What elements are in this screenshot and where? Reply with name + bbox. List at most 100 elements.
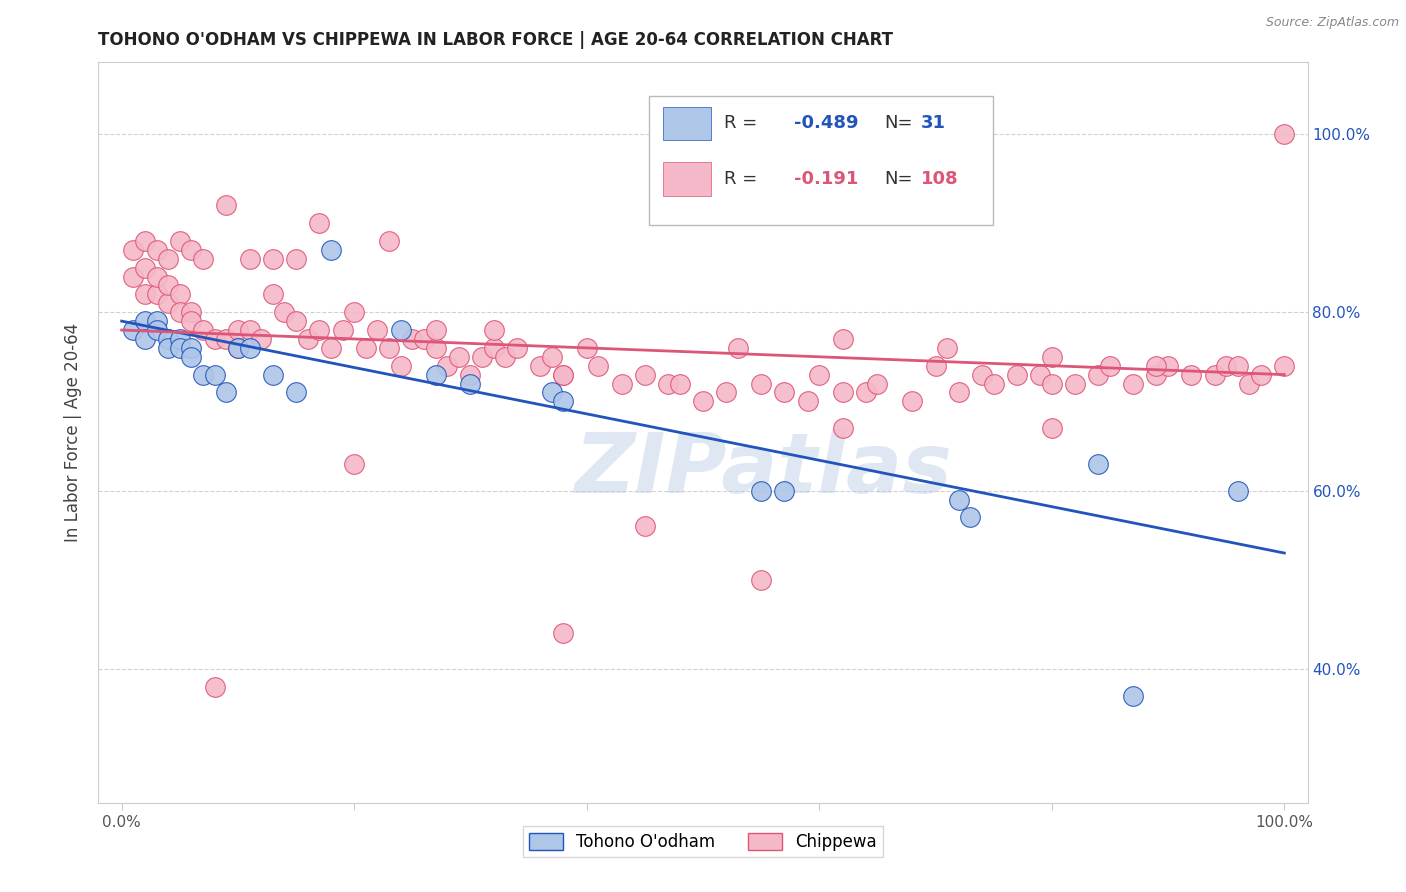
Point [308, 216, 330, 230]
Point [436, 359, 458, 373]
Point [262, 368, 284, 382]
Point [855, 385, 877, 400]
Point [343, 457, 366, 471]
Point [1180, 368, 1202, 382]
Text: R =: R = [724, 169, 768, 187]
Point [169, 287, 191, 301]
Text: -0.191: -0.191 [793, 169, 858, 187]
Point [610, 376, 633, 391]
Point [1226, 359, 1249, 373]
Point [285, 252, 308, 266]
Point [157, 341, 180, 355]
Point [145, 269, 167, 284]
Point [134, 234, 156, 248]
Point [471, 350, 494, 364]
Point [389, 359, 412, 373]
Point [970, 368, 993, 382]
Point [506, 341, 529, 355]
Point [540, 385, 562, 400]
Text: 108: 108 [921, 169, 959, 187]
Point [553, 394, 575, 409]
Point [389, 323, 412, 337]
Point [250, 332, 273, 346]
Point [983, 376, 1005, 391]
Point [1226, 483, 1249, 498]
Point [1005, 368, 1028, 382]
Point [145, 287, 167, 301]
Point [378, 234, 401, 248]
Point [1064, 376, 1087, 391]
Point [191, 368, 214, 382]
Point [634, 519, 657, 533]
Point [343, 305, 366, 319]
Point [134, 314, 156, 328]
Point [366, 323, 388, 337]
Point [180, 243, 202, 257]
Point [540, 350, 562, 364]
Point [948, 492, 970, 507]
Point [1144, 359, 1167, 373]
Point [169, 305, 191, 319]
Point [959, 510, 981, 524]
Point [1144, 368, 1167, 382]
Point [425, 323, 447, 337]
Point [204, 680, 226, 694]
Point [297, 332, 319, 346]
Point [553, 368, 575, 382]
Point [749, 376, 772, 391]
Point [749, 573, 772, 587]
Point [1122, 376, 1144, 391]
Point [494, 350, 516, 364]
Point [1272, 359, 1295, 373]
Point [239, 341, 262, 355]
Point [796, 394, 818, 409]
Point [145, 314, 167, 328]
Point [924, 359, 946, 373]
Point [145, 243, 167, 257]
Point [553, 368, 575, 382]
Point [773, 385, 796, 400]
Point [157, 332, 180, 346]
Point [425, 341, 447, 355]
Point [1272, 127, 1295, 141]
Text: Source: ZipAtlas.com: Source: ZipAtlas.com [1265, 16, 1399, 29]
Point [1250, 368, 1272, 382]
Point [716, 385, 738, 400]
Point [157, 252, 180, 266]
Point [262, 287, 284, 301]
Point [460, 368, 482, 382]
Point [122, 323, 145, 337]
Point [180, 350, 202, 364]
Point [831, 421, 853, 435]
Point [460, 376, 482, 391]
Point [866, 376, 889, 391]
Point [215, 385, 238, 400]
Point [447, 350, 470, 364]
Point [180, 314, 202, 328]
Point [808, 368, 831, 382]
Point [529, 359, 551, 373]
Point [285, 385, 308, 400]
Point [308, 323, 330, 337]
FancyBboxPatch shape [664, 107, 711, 140]
Point [936, 341, 959, 355]
Point [1029, 368, 1052, 382]
Point [553, 626, 575, 640]
Point [727, 341, 749, 355]
Point [180, 341, 202, 355]
Point [1098, 359, 1121, 373]
Point [215, 332, 238, 346]
Point [319, 341, 342, 355]
Point [134, 260, 156, 275]
Point [1215, 359, 1237, 373]
Point [262, 252, 284, 266]
Point [1204, 368, 1226, 382]
Point [378, 341, 401, 355]
Point [332, 323, 354, 337]
Point [1040, 421, 1063, 435]
Point [169, 341, 191, 355]
Point [668, 376, 690, 391]
Point [1157, 359, 1180, 373]
Point [657, 376, 679, 391]
Point [1040, 376, 1063, 391]
